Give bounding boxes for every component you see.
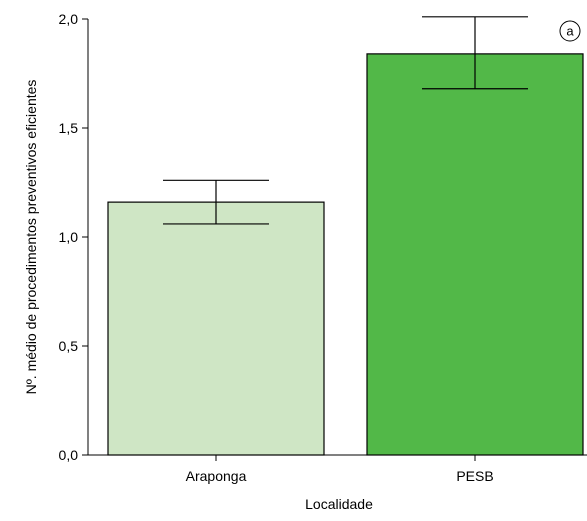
- y-tick-label: 1,5: [59, 120, 79, 136]
- y-axis-label: Nº. médio de procedimentos preventivos e…: [23, 80, 39, 395]
- bar: [107, 201, 325, 456]
- y-tick-label: 1,0: [59, 229, 79, 245]
- error-bars: [163, 16, 528, 225]
- y-tick-label: 0,5: [59, 338, 79, 354]
- x-axis-label: Localidade: [305, 496, 373, 512]
- bars: [107, 53, 584, 456]
- x-ticks: Araponga PESB: [186, 455, 494, 484]
- y-tick-label: 0,0: [59, 447, 79, 463]
- x-tick-label: PESB: [456, 468, 493, 484]
- panel-label-circle: [559, 20, 581, 42]
- bar: [366, 53, 584, 456]
- panel-label-group: a: [559, 20, 581, 42]
- y-tick-label: 2,0: [59, 11, 79, 27]
- y-ticks: 0,0 0,5 1,0 1,5 2,0: [59, 11, 88, 463]
- panel-label: a: [566, 24, 574, 39]
- x-tick-label: Araponga: [186, 468, 247, 484]
